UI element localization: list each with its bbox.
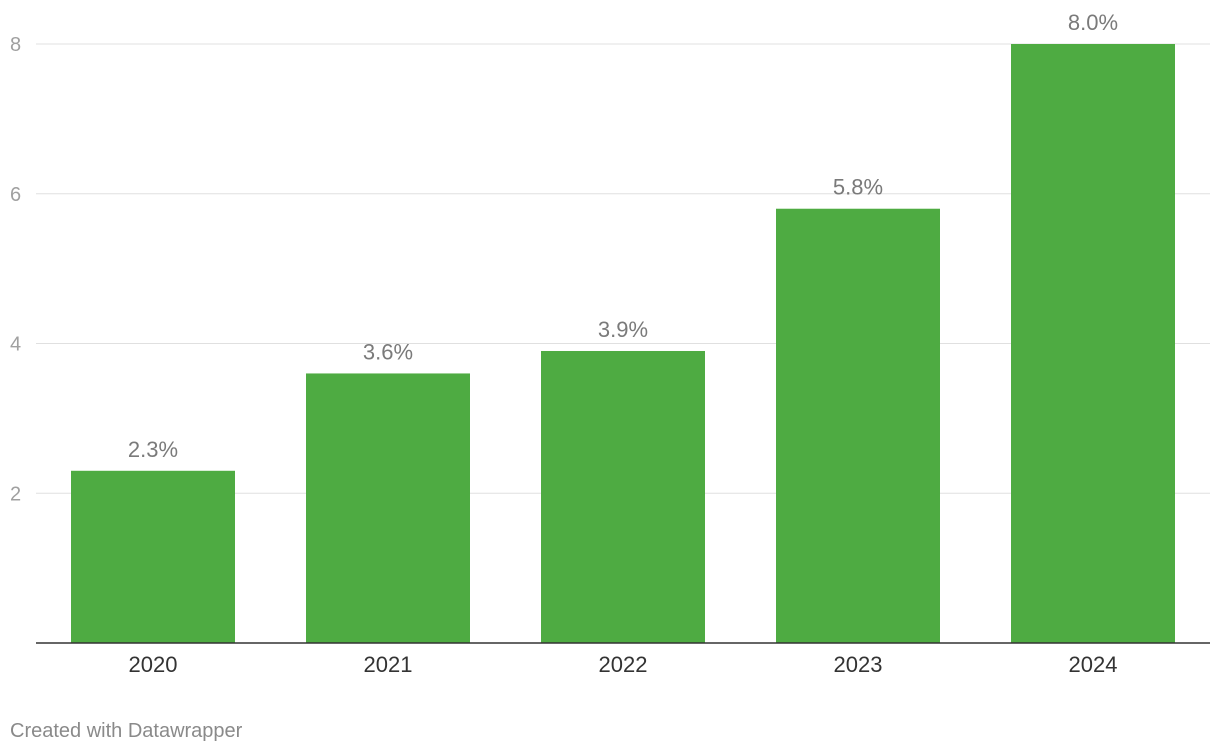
- x-tick-label-2023: 2023: [834, 652, 883, 677]
- footer-credit: Created with Datawrapper: [10, 720, 243, 742]
- bar-2023: [776, 208, 940, 643]
- value-label-2023: 5.8%: [833, 175, 883, 200]
- x-tick-label-2021: 2021: [364, 652, 413, 677]
- value-labels: 2.3% 3.6% 3.9% 5.8% 8.0%: [128, 10, 1118, 462]
- bar-2024: [1011, 44, 1175, 643]
- y-tick-label: 6: [10, 184, 21, 206]
- bar-2020: [71, 470, 235, 643]
- x-axis-labels: 2020 2021 2022 2023 2024: [129, 652, 1118, 677]
- bar-2022: [541, 350, 705, 643]
- value-label-2020: 2.3%: [128, 437, 178, 462]
- bars: [71, 44, 1175, 643]
- y-tick-label: 2: [10, 483, 21, 505]
- value-label-2021: 3.6%: [363, 339, 413, 364]
- value-label-2024: 8.0%: [1068, 10, 1118, 35]
- x-tick-label-2024: 2024: [1069, 652, 1118, 677]
- y-tick-label: 4: [10, 334, 21, 356]
- value-label-2022: 3.9%: [598, 317, 648, 342]
- bar-2021: [306, 373, 470, 643]
- y-tick-label: 8: [10, 34, 21, 56]
- x-tick-label-2022: 2022: [599, 652, 648, 677]
- y-axis-ticks: 2 4 6 8: [10, 34, 21, 505]
- x-tick-label-2020: 2020: [129, 652, 178, 677]
